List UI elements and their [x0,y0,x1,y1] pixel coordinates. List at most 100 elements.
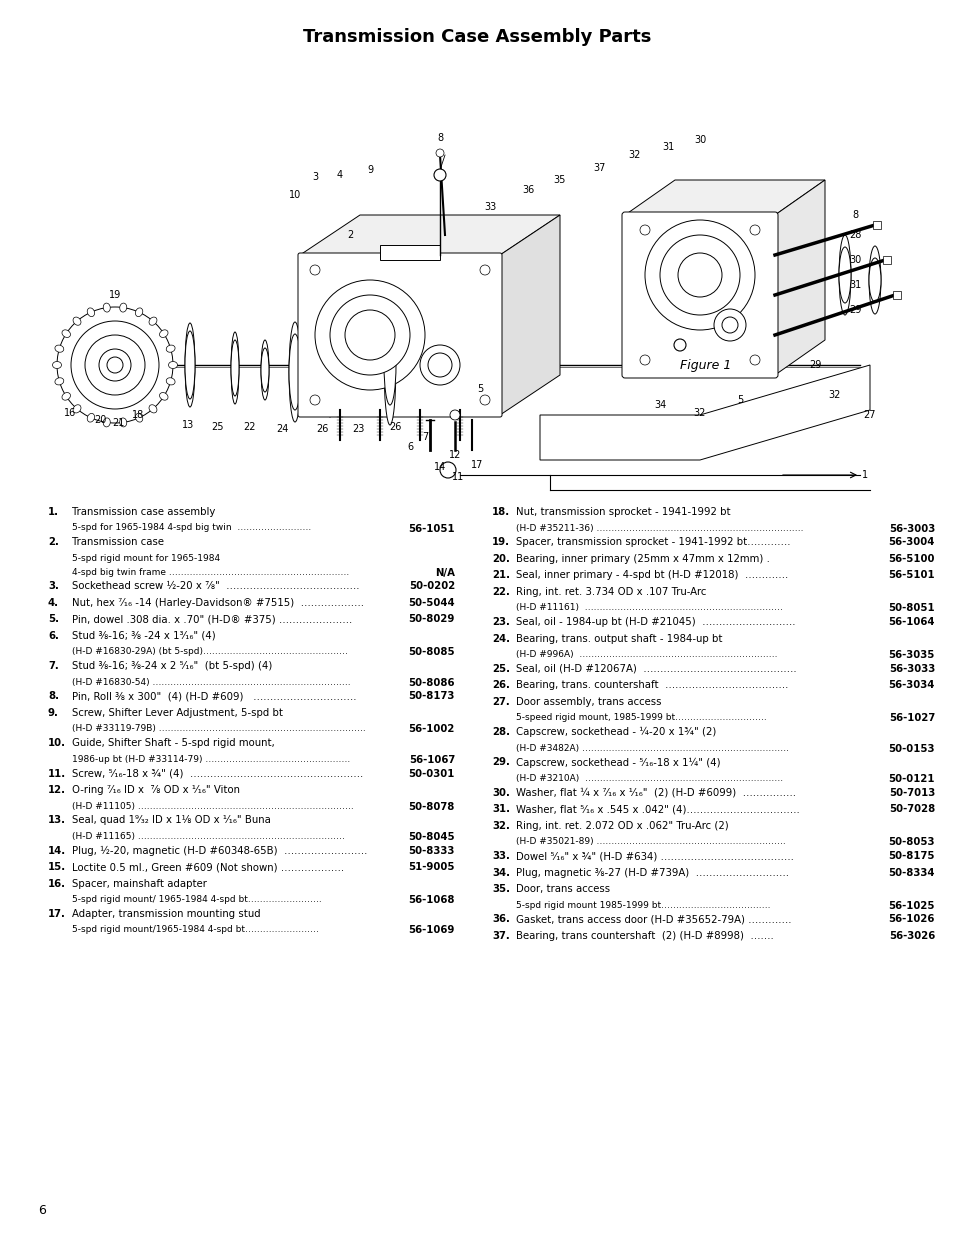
Text: 56-3034: 56-3034 [887,680,934,690]
Text: (H-D #11105) ……………………………………………………………….: (H-D #11105) ………………………………………………………………. [71,802,354,810]
Text: 50-8175: 50-8175 [887,851,934,861]
Text: 20.: 20. [492,553,509,564]
Text: Screw, ⁵⁄₁₆-18 x ¾" (4)  …………………………………………….: Screw, ⁵⁄₁₆-18 x ¾" (4) …………………………………………… [71,768,363,778]
Ellipse shape [231,340,239,396]
Text: 26.: 26. [492,680,509,690]
Text: 50-8173: 50-8173 [408,692,455,701]
Text: 21: 21 [112,417,124,429]
Text: 8: 8 [436,133,442,143]
Text: 36.: 36. [492,914,509,925]
Text: 11.: 11. [48,768,66,778]
Ellipse shape [135,308,143,316]
Ellipse shape [838,247,850,303]
Text: 3: 3 [312,172,317,182]
Ellipse shape [166,345,175,352]
Text: 19.: 19. [492,537,510,547]
Circle shape [85,335,145,395]
Circle shape [673,338,685,351]
Text: 31.: 31. [492,804,510,814]
Text: 13.: 13. [48,815,66,825]
Text: 18: 18 [132,410,144,420]
Ellipse shape [868,258,880,303]
Text: 2: 2 [347,230,353,240]
Ellipse shape [325,341,335,405]
Text: 32: 32 [693,408,705,417]
Text: 1.: 1. [48,508,59,517]
Ellipse shape [120,417,127,427]
Text: 56-1051: 56-1051 [408,524,455,534]
Text: Seal, quad 1⁹⁄₃₂ ID x 1⅛ OD x ¹⁄₁₆" Buna: Seal, quad 1⁹⁄₃₂ ID x 1⅛ OD x ¹⁄₁₆" Buna [71,815,271,825]
Text: Plug, ½-20, magnetic (H-D #60348-65B)  …………………….: Plug, ½-20, magnetic (H-D #60348-65B) ……… [71,846,367,856]
Text: Transmission Case Assembly Parts: Transmission Case Assembly Parts [302,28,651,46]
Text: 27: 27 [862,410,876,420]
Text: 8: 8 [851,210,857,220]
Text: (H-D #11165) …………………………………………………………….: (H-D #11165) ……………………………………………………………. [71,832,345,841]
Text: 31: 31 [848,280,861,290]
Text: 35.: 35. [492,884,510,894]
Text: 2.: 2. [48,537,59,547]
Ellipse shape [55,345,64,352]
Text: Spacer, mainshaft adapter: Spacer, mainshaft adapter [71,878,207,889]
Text: 56-5101: 56-5101 [887,571,934,580]
Text: 12: 12 [448,450,460,459]
Ellipse shape [87,414,94,422]
Circle shape [314,280,424,390]
Circle shape [434,169,446,182]
Text: Figure 1: Figure 1 [679,358,731,372]
Text: 5-spd rigid mount/ 1965-1984 4-spd bt…………………….: 5-spd rigid mount/ 1965-1984 4-spd bt………… [71,895,321,904]
Text: Seal, inner primary - 4-spd bt (H-D #12018)  ………….: Seal, inner primary - 4-spd bt (H-D #120… [516,571,787,580]
Text: 33: 33 [483,203,496,212]
Ellipse shape [52,362,61,368]
Text: 17.: 17. [48,909,66,919]
Text: 26: 26 [389,422,401,432]
Text: 56-1068: 56-1068 [408,895,455,905]
Text: 28: 28 [848,230,861,240]
Text: 50-0153: 50-0153 [887,743,934,753]
Text: 50-8085: 50-8085 [408,647,455,657]
Circle shape [57,308,172,424]
Text: (H-D #35021-89) ……………………………………………………….: (H-D #35021-89) ………………………………………………………. [516,837,785,846]
Text: 5: 5 [736,395,742,405]
Text: Transmission case assembly: Transmission case assembly [71,508,215,517]
Text: Door, trans access: Door, trans access [516,884,610,894]
Ellipse shape [55,378,64,385]
Text: 7: 7 [421,432,428,442]
Ellipse shape [62,330,71,337]
Text: Screw, Shifter Lever Adjustment, 5-spd bt: Screw, Shifter Lever Adjustment, 5-spd b… [71,708,283,718]
Text: Transmission case: Transmission case [71,537,164,547]
Text: Seal, oil (H-D #12067A)  ……………………………………….: Seal, oil (H-D #12067A) ………………………………………. [516,664,796,674]
Text: 51-9005: 51-9005 [408,862,455,872]
Text: 50-8086: 50-8086 [408,678,455,688]
Text: 1: 1 [862,471,867,480]
Ellipse shape [149,317,157,325]
Text: 6.: 6. [48,631,59,641]
Text: 14.: 14. [48,846,66,856]
Text: 6: 6 [407,442,413,452]
Text: 50-8053: 50-8053 [887,837,934,847]
Circle shape [428,353,452,377]
Circle shape [436,149,443,157]
Circle shape [479,266,490,275]
Text: Washer, flat ¼ x ⁷⁄₁₆ x ¹⁄₁₆"  (2) (H-D #6099)  …………….: Washer, flat ¼ x ⁷⁄₁₆ x ¹⁄₁₆" (2) (H-D #… [516,788,795,798]
Text: Stud ⅜-16; ⅜ -24 x 1³⁄₁₆" (4): Stud ⅜-16; ⅜ -24 x 1³⁄₁₆" (4) [71,631,215,641]
Text: 26: 26 [315,424,328,433]
Text: 50-8334: 50-8334 [887,868,934,878]
Text: Capscrew, sockethead - ¼-20 x 1¾" (2): Capscrew, sockethead - ¼-20 x 1¾" (2) [516,727,716,737]
Text: 56-1064: 56-1064 [887,618,934,627]
Text: 9: 9 [367,165,373,175]
Circle shape [678,253,721,296]
Text: 4.: 4. [48,598,59,608]
Ellipse shape [384,305,395,425]
Text: 32: 32 [828,390,841,400]
Text: 18.: 18. [492,508,510,517]
Text: 24: 24 [275,424,288,433]
Text: 6: 6 [38,1204,46,1216]
Text: 10.: 10. [48,739,66,748]
Text: Adapter, transmission mounting stud: Adapter, transmission mounting stud [71,909,260,919]
Text: 16: 16 [64,408,76,417]
Text: Stud ⅜-16; ⅜-24 x 2 ⁵⁄₁₆"  (bt 5-spd) (4): Stud ⅜-16; ⅜-24 x 2 ⁵⁄₁₆" (bt 5-spd) (4) [71,661,273,671]
Text: 21.: 21. [492,571,510,580]
Text: 10: 10 [289,190,301,200]
Ellipse shape [289,333,301,410]
Text: Seal, oil - 1984-up bt (H-D #21045)  ……………………….: Seal, oil - 1984-up bt (H-D #21045) …………… [516,618,795,627]
